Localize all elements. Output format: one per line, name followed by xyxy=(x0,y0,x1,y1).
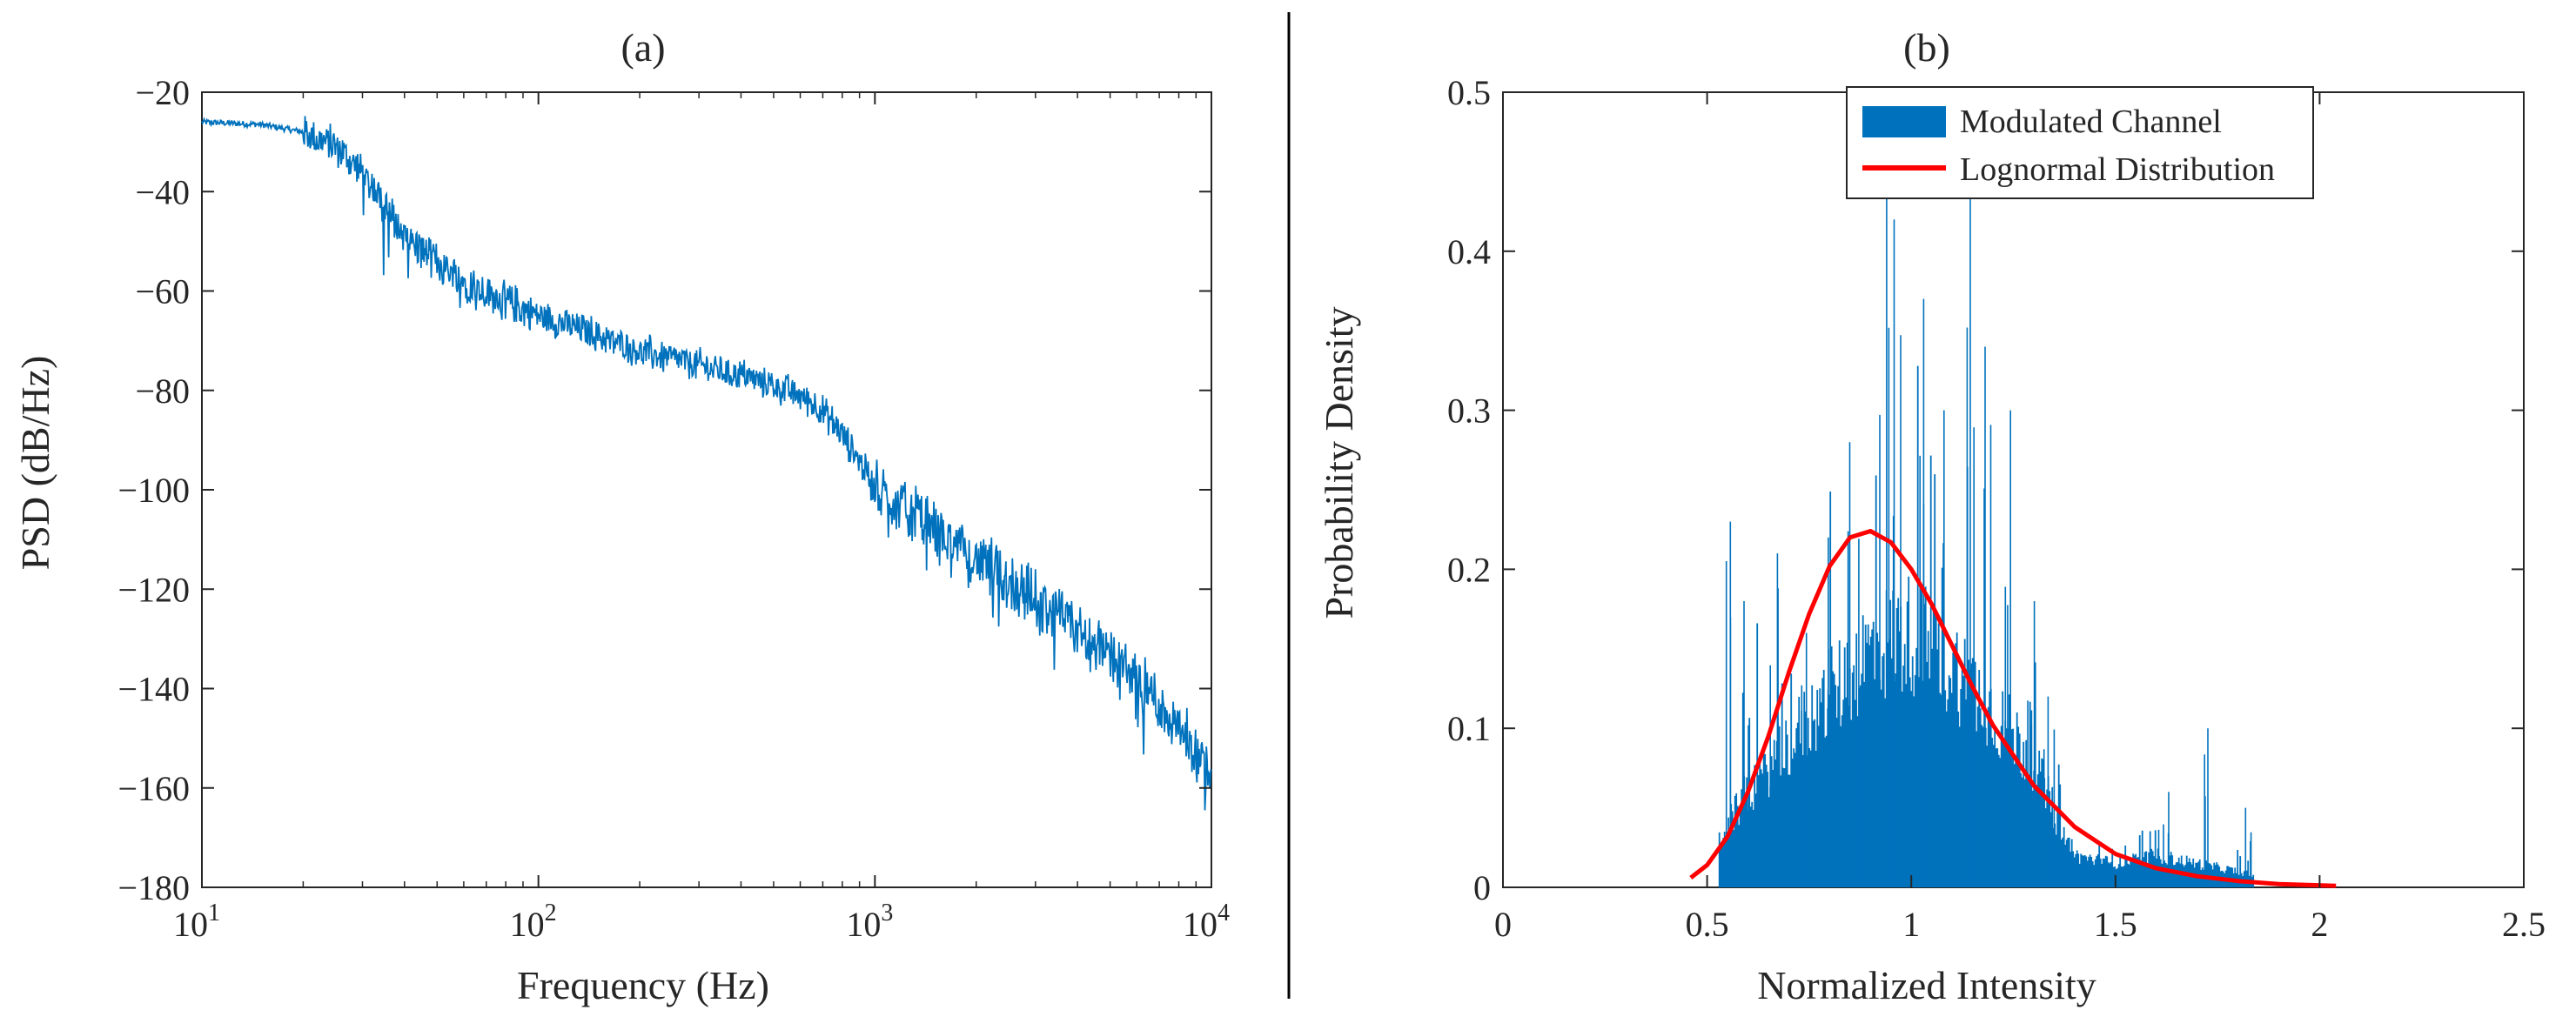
x-tick-label: 101 xyxy=(173,900,220,944)
x-tick-label: 103 xyxy=(846,900,893,944)
histogram-bars xyxy=(1718,124,2255,887)
legend-label-modulated-channel: Modulated Channel xyxy=(1960,104,2222,140)
panel-a-plot-area xyxy=(201,91,1212,888)
y-tick-label: −80 xyxy=(135,371,190,411)
y-tick-label: −40 xyxy=(135,172,190,211)
y-tick-label: −60 xyxy=(135,272,190,311)
y-tick-label: 0.2 xyxy=(1447,550,1491,589)
panel-a-y-ticks: −180 −160 −140 −120 −100 −80 −60 −40 −20 xyxy=(117,73,1211,907)
legend-label-lognormal-distribution: Lognormal Distribution xyxy=(1960,151,2275,188)
y-tick-label: −160 xyxy=(117,769,190,808)
y-tick-label: 0.3 xyxy=(1447,391,1491,431)
y-tick-label: −20 xyxy=(135,73,190,112)
y-tick-label: −120 xyxy=(117,570,190,609)
panel-a-x-ticks: 101 102 103 104 xyxy=(173,92,1230,944)
x-tick-label: 2.5 xyxy=(2502,905,2546,944)
y-tick-label: 0.1 xyxy=(1447,709,1491,748)
panel-b-title: (b) xyxy=(1903,25,1950,70)
x-tick-label: 102 xyxy=(510,900,557,944)
psd-line xyxy=(201,116,1212,811)
x-tick-label: 0 xyxy=(1494,905,1512,944)
y-tick-label: 0.5 xyxy=(1447,73,1491,112)
x-tick-label: 1 xyxy=(1902,905,1920,944)
panel-b-y-ticks: 0 0.1 0.2 0.3 0.4 0.5 xyxy=(1447,73,2524,907)
y-tick-label: −180 xyxy=(117,868,190,907)
panel-a-title: (a) xyxy=(621,25,665,70)
y-tick-label: −140 xyxy=(117,670,190,709)
panel-b-x-ticks: 0 0.5 1 1.5 2 2.5 xyxy=(1494,92,2546,944)
panel-a: (a) 101 102 103 104 −180 −160 −140 −120 −100 −80… xyxy=(13,25,1230,1007)
panel-b-legend: Modulated Channel Lognormal Distribution xyxy=(1846,86,2314,199)
x-tick-label: 104 xyxy=(1183,900,1230,944)
x-tick-label: 1.5 xyxy=(2094,905,2137,944)
legend-box xyxy=(1846,86,2314,199)
y-tick-label: 0 xyxy=(1473,868,1491,907)
panel-b: (b) 0 0.5 1 1.5 2 2.5 0 0.1 0.2 0.3 0.4 0.5 Normal… xyxy=(1317,25,2546,1007)
x-tick-label: 2 xyxy=(2311,905,2328,944)
panel-b-plot-area xyxy=(1502,91,2525,888)
legend-swatch-modulated-channel xyxy=(1862,106,1946,137)
panel-a-x-label: Frequency (Hz) xyxy=(517,963,769,1007)
lognormal-curve xyxy=(1689,529,2337,888)
panel-a-axes-box xyxy=(201,91,1212,888)
x-tick-label: 0.5 xyxy=(1686,905,1729,944)
y-tick-label: 0.4 xyxy=(1447,232,1491,271)
y-tick-label: −100 xyxy=(117,471,190,510)
panel-b-y-label: Probability Density xyxy=(1317,306,1361,619)
panel-a-y-label: PSD (dB/Hz) xyxy=(13,356,57,571)
panel-b-x-label: Normalized Intensity xyxy=(1757,963,2096,1007)
